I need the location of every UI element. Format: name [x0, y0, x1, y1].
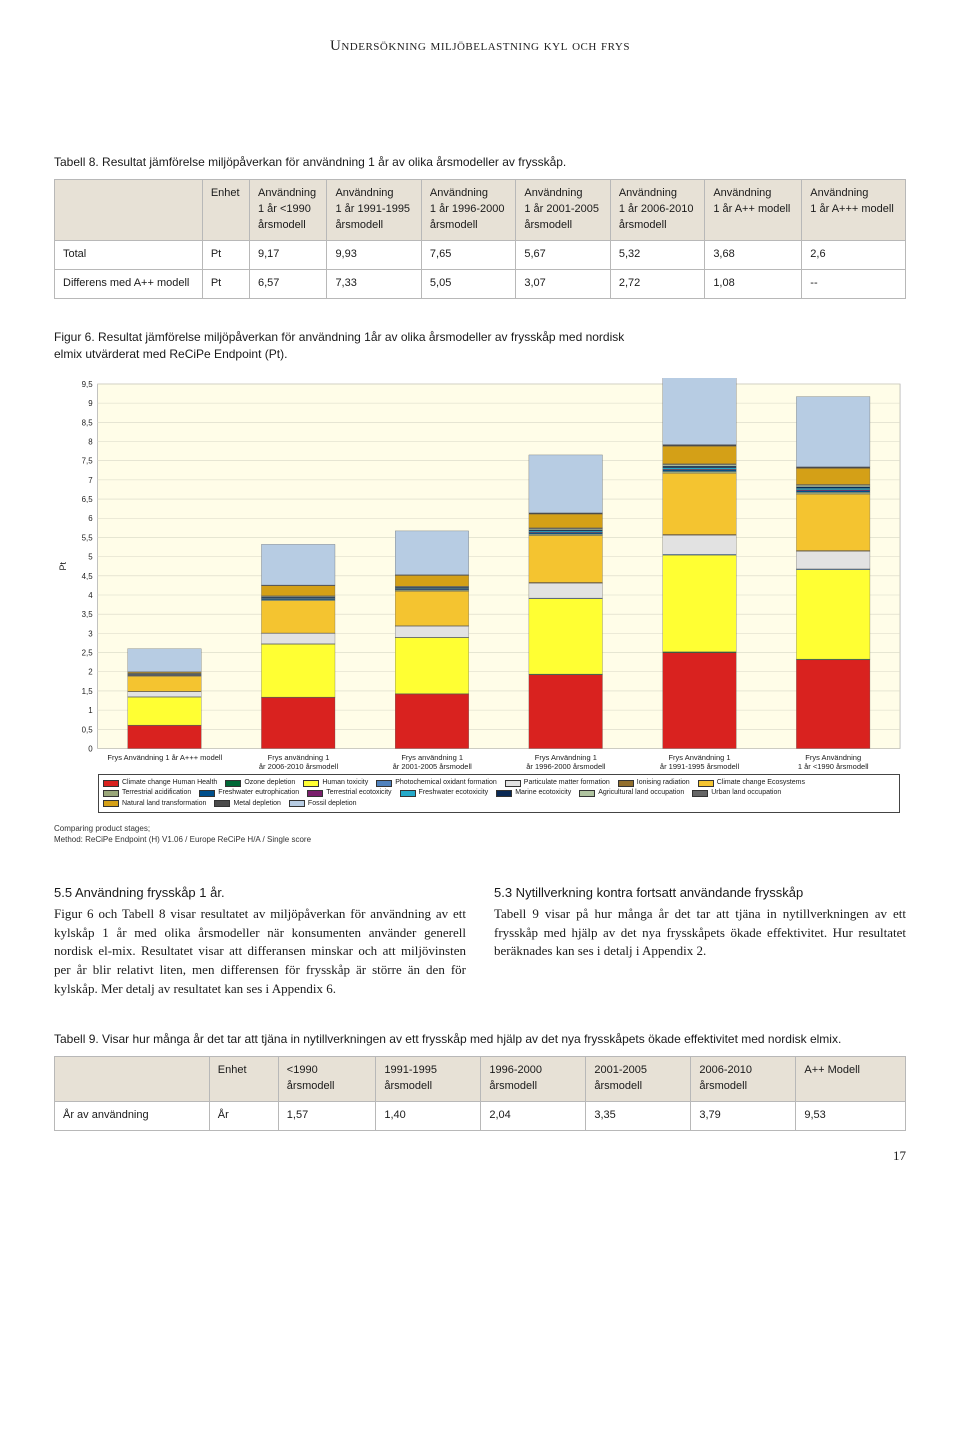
table-header: A++ Modell	[796, 1057, 906, 1102]
table9: Enhet<1990årsmodell1991-1995årsmodell199…	[54, 1056, 906, 1131]
figure6-caption: Figur 6. Resultat jämförelse miljöpåverk…	[54, 329, 654, 364]
section-5-3-title: 5.3 Nytillverkning kontra fortsatt använ…	[494, 884, 906, 903]
table-header: Användning1 år 1991-1995årsmodell	[327, 180, 421, 241]
svg-text:9: 9	[88, 399, 93, 408]
table-header: <1990årsmodell	[278, 1057, 376, 1102]
svg-text:3,5: 3,5	[82, 610, 94, 619]
svg-text:7,5: 7,5	[82, 456, 94, 465]
table-header	[55, 180, 203, 241]
table-header: 2001-2005årsmodell	[586, 1057, 691, 1102]
page-number: 17	[54, 1147, 906, 1166]
table-header: 1991-1995årsmodell	[376, 1057, 481, 1102]
legend-item: Freshwater ecotoxicity	[400, 788, 489, 798]
section-5-5-title: 5.5 Användning frysskåp 1 år.	[54, 884, 466, 903]
svg-text:Pt: Pt	[58, 561, 68, 570]
svg-text:3: 3	[88, 629, 93, 638]
svg-text:5,5: 5,5	[82, 533, 94, 542]
table-header: Enhet	[209, 1057, 278, 1102]
table-header: Användning1 år 2006-2010årsmodell	[610, 180, 704, 241]
table-header: Användning1 år 1996-2000årsmodell	[421, 180, 515, 241]
svg-text:1: 1	[88, 706, 93, 715]
table-row: Differens med A++ modellPt6,577,335,053,…	[55, 269, 906, 298]
table-header: 2006-2010årsmodell	[691, 1057, 796, 1102]
svg-text:0,5: 0,5	[82, 725, 94, 734]
table-header	[55, 1057, 210, 1102]
svg-text:5: 5	[88, 552, 93, 561]
legend-item: Climate change Ecosystems	[698, 778, 805, 788]
table-header: Användning1 år A+++ modell	[802, 180, 906, 241]
legend-item: Fossil depletion	[289, 799, 357, 809]
section-5-5-body: Figur 6 och Tabell 8 visar resultatet av…	[54, 905, 466, 999]
legend-item: Particulate matter formation	[505, 778, 610, 788]
running-header: Undersökning miljöbelastning kyl och fry…	[54, 36, 906, 58]
legend-item: Agricultural land occupation	[579, 788, 684, 798]
table9-caption: Tabell 9. Visar hur många år det tar att…	[54, 1031, 906, 1048]
svg-text:8,5: 8,5	[82, 418, 94, 427]
table-header: Enhet	[202, 180, 249, 241]
svg-text:4: 4	[88, 591, 93, 600]
legend-item: Marine ecotoxicity	[496, 788, 571, 798]
table-row: År av användningÅr1,571,402,043,353,799,…	[55, 1102, 906, 1131]
legend-item: Terrestrial ecotoxicity	[307, 788, 391, 798]
table-header: Användning1 år <1990årsmodell	[250, 180, 327, 241]
figure6-chart: 0 0,5 1 1,5 2 2,5 3 3,5 4 4,5 5 5,5 6 6,5 7 7,5 8 8,5 9 9,5…	[54, 378, 906, 813]
legend-item: Terrestrial acidification	[103, 788, 191, 798]
legend-item: Metal depletion	[214, 799, 280, 809]
figure6-footnote: Comparing product stages;Method: ReCiPe …	[54, 823, 906, 846]
table-header: Användning1 år A++ modell	[705, 180, 802, 241]
svg-text:2: 2	[88, 667, 92, 676]
svg-text:7: 7	[88, 475, 92, 484]
legend-item: Natural land transformation	[103, 799, 206, 809]
table8: EnhetAnvändning1 år <1990årsmodellAnvänd…	[54, 179, 906, 299]
legend-item: Ozone depletion	[225, 778, 295, 788]
table8-caption: Tabell 8. Resultat jämförelse miljöpåver…	[54, 154, 906, 171]
svg-text:8: 8	[88, 437, 93, 446]
legend-item: Ionising radiation	[618, 778, 690, 788]
table-header: 1996-2000årsmodell	[481, 1057, 586, 1102]
svg-text:9,5: 9,5	[82, 380, 94, 389]
section-5-3-body: Tabell 9 visar på hur många år det tar a…	[494, 905, 906, 962]
legend-item: Photochemical oxidant formation	[376, 778, 497, 788]
svg-text:2,5: 2,5	[82, 648, 94, 657]
legend-item: Freshwater eutrophication	[199, 788, 299, 798]
svg-text:6: 6	[88, 514, 93, 523]
svg-text:0: 0	[88, 744, 93, 753]
svg-text:1,5: 1,5	[82, 687, 94, 696]
legend-item: Climate change Human Health	[103, 778, 217, 788]
svg-text:4,5: 4,5	[82, 571, 94, 580]
legend-item: Urban land occupation	[692, 788, 781, 798]
table-header: Användning1 år 2001-2005årsmodell	[516, 180, 610, 241]
svg-text:6,5: 6,5	[82, 495, 94, 504]
table-row: TotalPt9,179,937,655,675,323,682,6	[55, 240, 906, 269]
legend-item: Human toxicity	[303, 778, 368, 788]
